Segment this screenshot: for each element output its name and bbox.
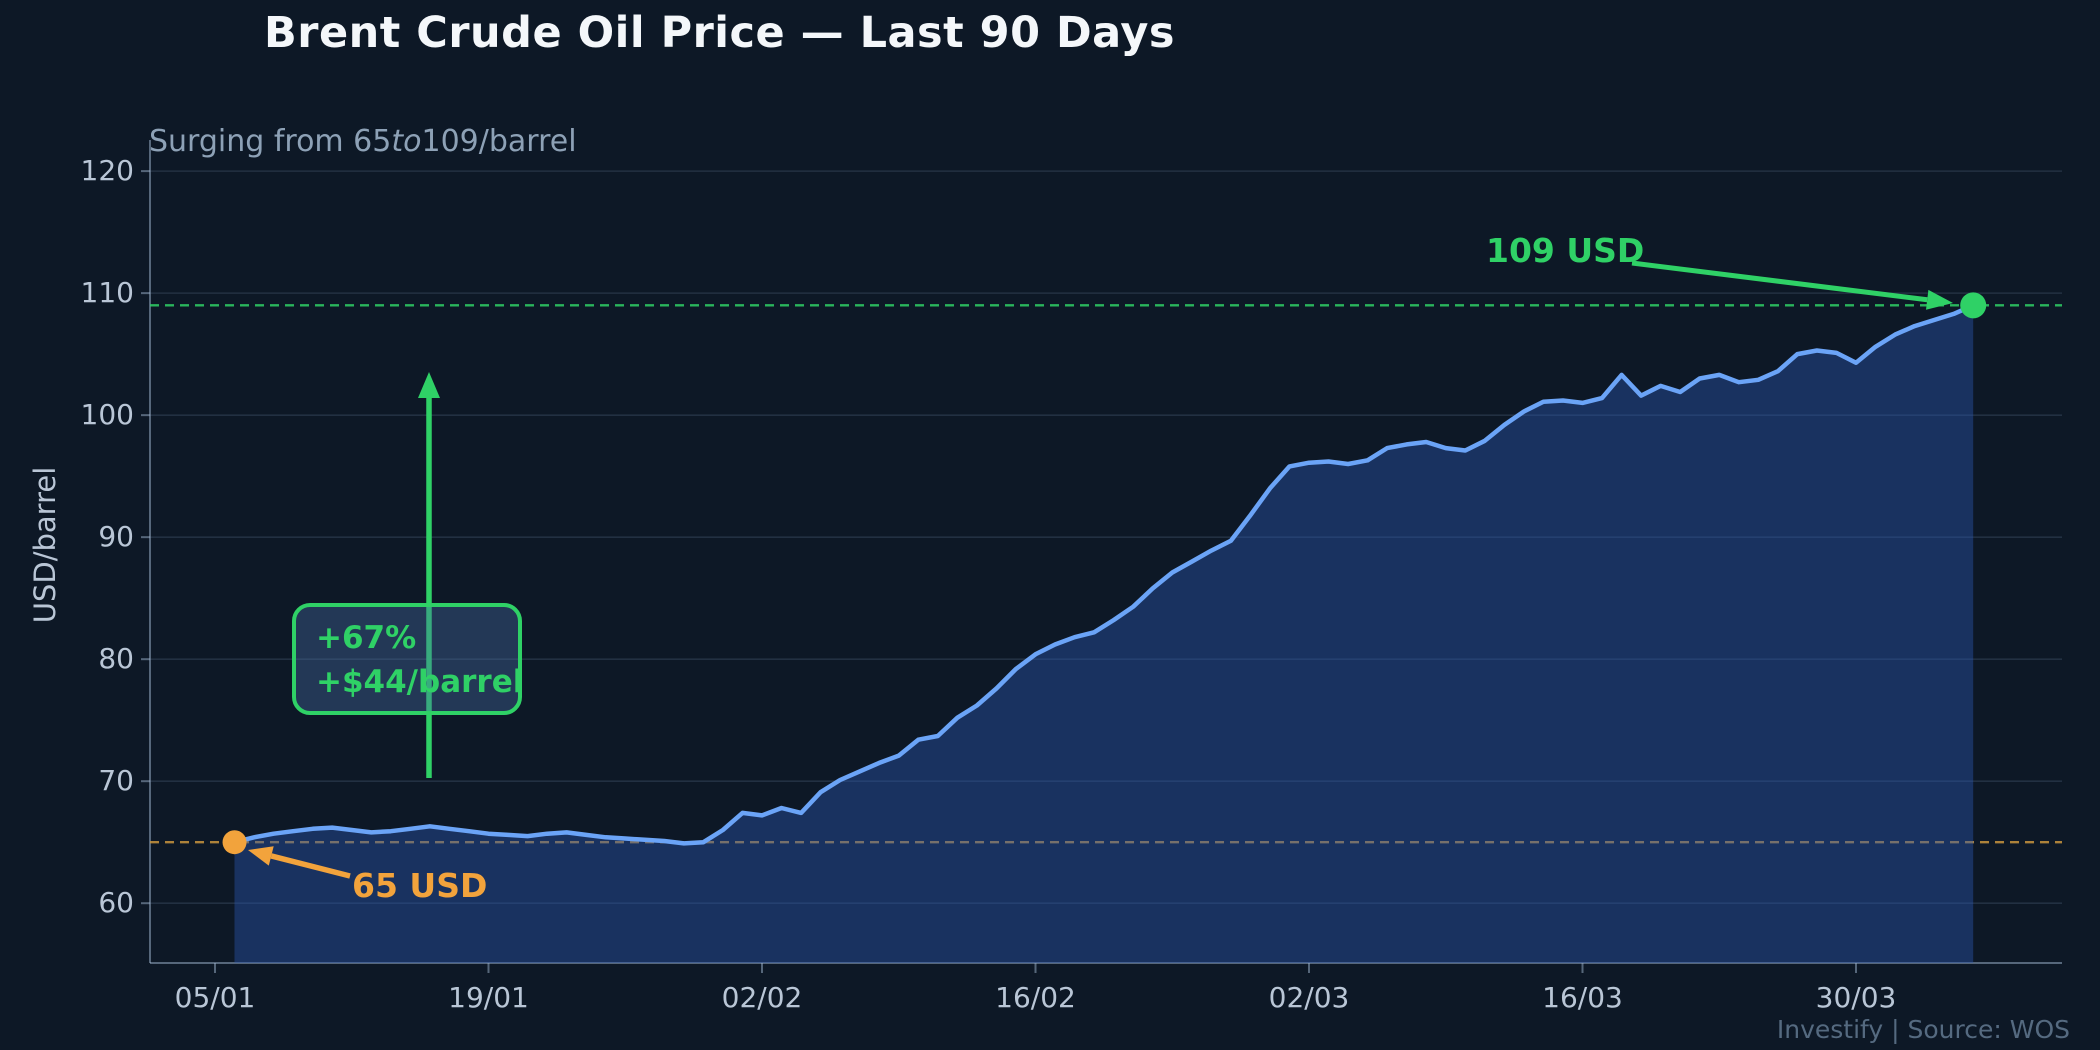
x-tick-label: 30/03 xyxy=(1816,981,1897,1014)
start-annotation-arrow xyxy=(270,853,351,879)
subtitle-pre: Surging from 65 xyxy=(149,124,392,159)
chart-title: Brent Crude Oil Price — Last 90 Days xyxy=(264,8,1175,58)
y-tick-label: 110 xyxy=(81,276,134,309)
subtitle-post: 109/barrel xyxy=(421,124,577,159)
end-point-dot xyxy=(1960,292,1987,319)
end-annotation-arrow-head xyxy=(1926,289,1953,310)
y-tick-label: 80 xyxy=(98,642,134,675)
chart-subtitle: Surging from 65to109/barrel xyxy=(149,124,577,159)
gain-arrow-head xyxy=(418,372,440,398)
start-point-dot xyxy=(222,830,247,855)
gain-absolute-label: +$44/barrel xyxy=(316,664,524,701)
start-price-annotation: 65 USD xyxy=(352,866,488,905)
x-tick-label: 16/02 xyxy=(995,981,1076,1014)
y-tick-label: 70 xyxy=(98,764,134,797)
price-area-fill xyxy=(234,305,1974,963)
y-tick-label: 60 xyxy=(98,886,134,919)
start-annotation-arrow-head xyxy=(248,846,274,866)
source-attribution: Investify | Source: WOS xyxy=(1776,1015,2070,1044)
x-tick-label: 16/03 xyxy=(1542,981,1623,1014)
y-tick-label: 90 xyxy=(98,520,134,553)
y-tick-label: 120 xyxy=(81,154,134,187)
subtitle-italic: to xyxy=(391,124,422,159)
gain-callout-box: +67% +$44/barrel xyxy=(292,603,524,715)
x-tick-label: 02/02 xyxy=(722,981,803,1014)
y-axis-label: USD/barrel xyxy=(28,466,62,624)
price-line xyxy=(232,303,1976,846)
end-annotation-arrow xyxy=(1631,260,1928,303)
end-price-annotation: 109 USD xyxy=(1486,231,1645,270)
gain-percent-label: +67% xyxy=(316,620,417,656)
x-tick-label: 19/01 xyxy=(448,981,529,1014)
y-tick-label: 100 xyxy=(81,398,134,431)
x-tick-label: 05/01 xyxy=(175,981,256,1014)
x-tick-label: 02/03 xyxy=(1269,981,1350,1014)
